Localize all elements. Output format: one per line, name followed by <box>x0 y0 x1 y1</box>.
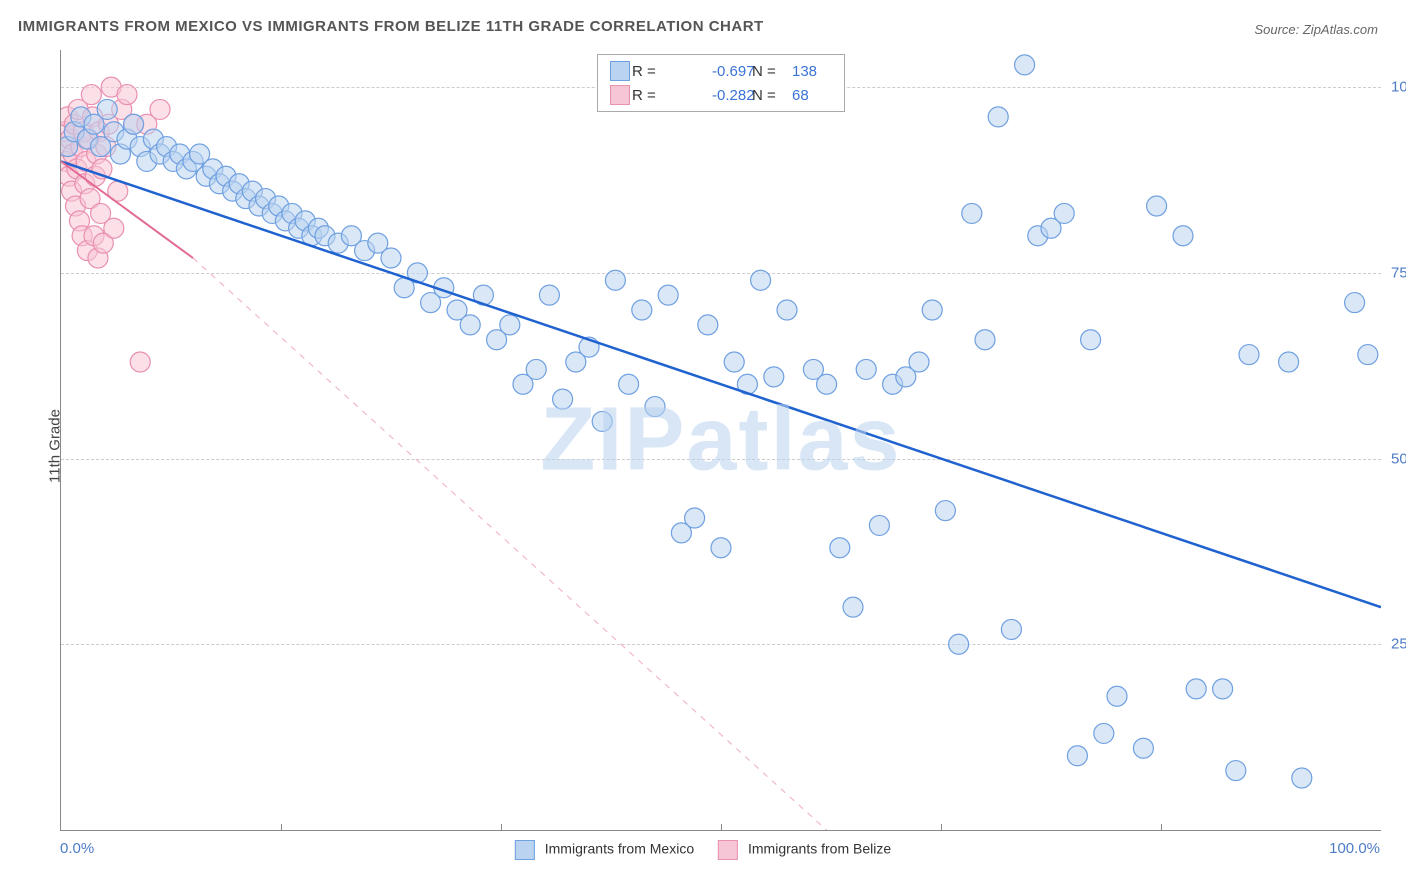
legend-swatch-mexico <box>515 840 535 860</box>
stats-r-label-a: R = <box>632 63 712 80</box>
source-label: Source: <box>1254 22 1302 37</box>
y-tick-label: 50.0% <box>1391 450 1406 467</box>
legend-item-mexico: Immigrants from Mexico <box>515 840 694 860</box>
stats-swatch-mexico <box>610 61 630 81</box>
stats-n-value-a: 138 <box>792 63 832 80</box>
stats-r-value-a: -0.697 <box>712 63 752 80</box>
stats-swatch-belize <box>610 85 630 105</box>
bottom-legend: Immigrants from Mexico Immigrants from B… <box>515 840 891 860</box>
legend-label-belize: Immigrants from Belize <box>748 841 891 857</box>
y-tick-label: 75.0% <box>1391 264 1406 281</box>
legend-item-belize: Immigrants from Belize <box>718 840 891 860</box>
stats-n-label-b: N = <box>752 87 792 104</box>
scatter-svg <box>61 50 1381 830</box>
stats-r-value-b: -0.282 <box>712 87 752 104</box>
stats-r-label-b: R = <box>632 87 712 104</box>
y-tick-label: 25.0% <box>1391 636 1406 653</box>
stats-n-value-b: 68 <box>792 87 832 104</box>
source-name: ZipAtlas.com <box>1303 22 1378 37</box>
stats-n-label-a: N = <box>752 63 792 80</box>
legend-label-mexico: Immigrants from Mexico <box>545 841 694 857</box>
chart-title: IMMIGRANTS FROM MEXICO VS IMMIGRANTS FRO… <box>18 18 764 35</box>
plot-area: ZIPatlas R = -0.697 N = 138 R = -0.282 N… <box>60 50 1381 831</box>
correlation-stats-box: R = -0.697 N = 138 R = -0.282 N = 68 <box>597 54 845 112</box>
legend-swatch-belize <box>718 840 738 860</box>
source-attribution: Source: ZipAtlas.com <box>1254 22 1378 37</box>
x-axis-min-label: 0.0% <box>60 840 94 857</box>
y-tick-label: 100.0% <box>1391 79 1406 96</box>
x-axis-max-label: 100.0% <box>1329 840 1380 857</box>
